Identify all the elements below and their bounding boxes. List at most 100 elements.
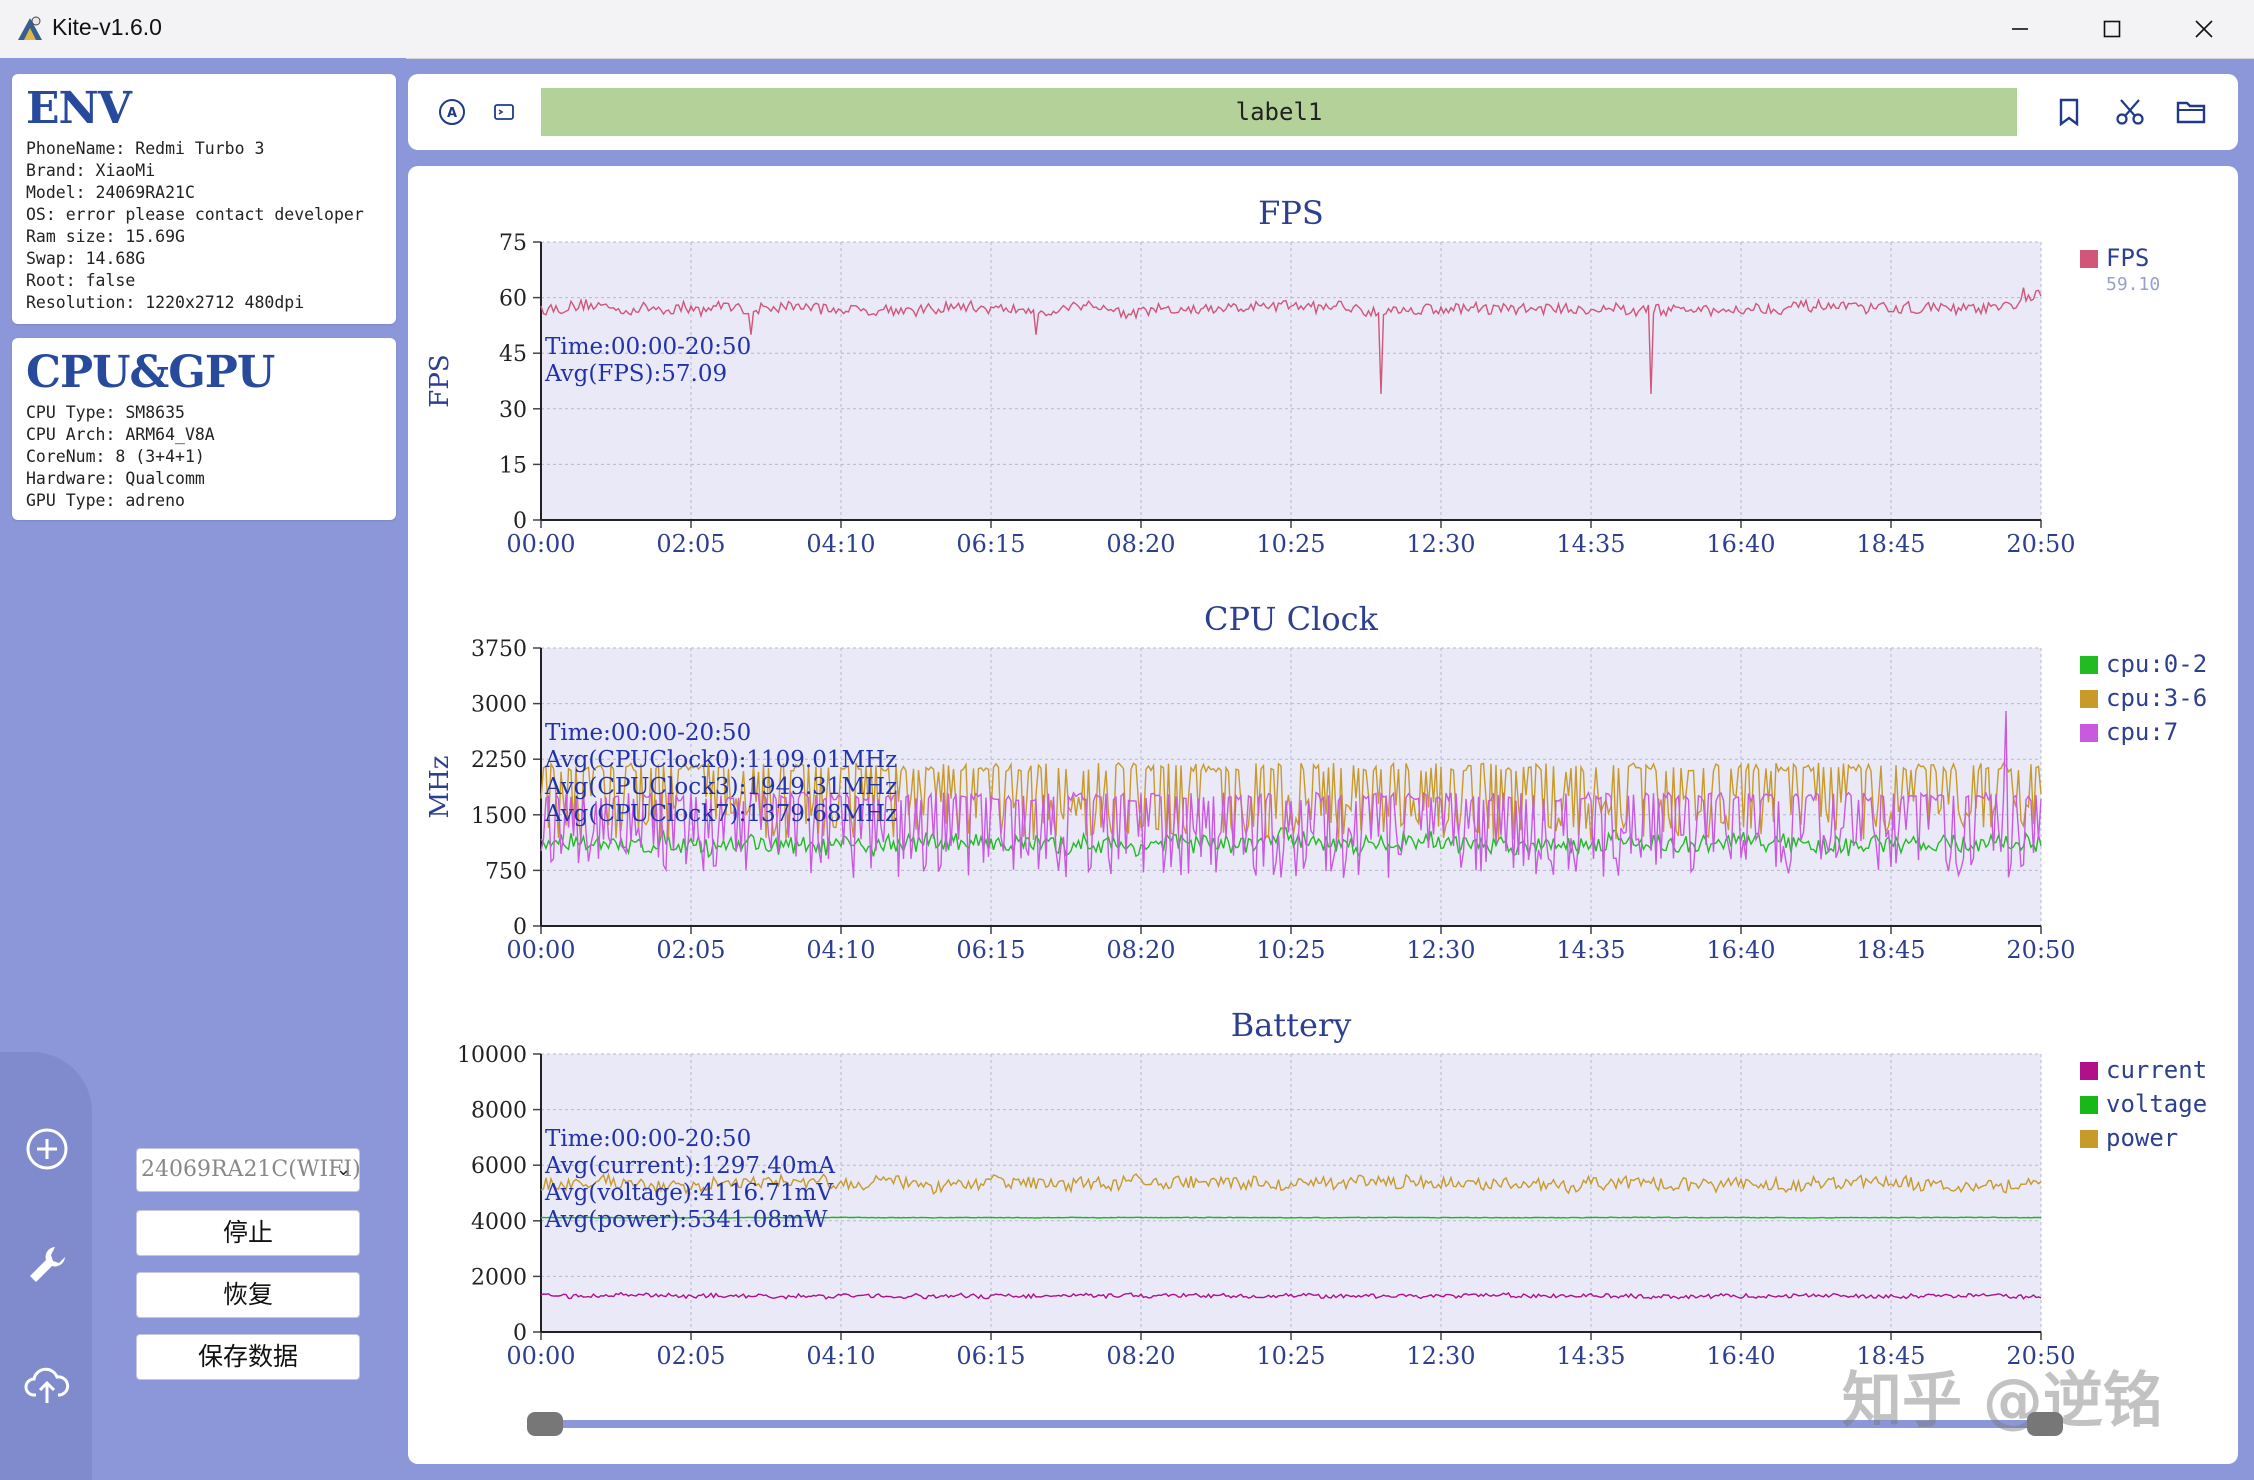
folder-icon [2176, 101, 2206, 124]
legend-label: power [2106, 1124, 2178, 1152]
upload-cloud-icon [24, 1367, 70, 1403]
chart-annotation: Time:00:00-20:50 [545, 1126, 751, 1152]
close-button[interactable] [2158, 0, 2250, 58]
series-line-FPS [540, 287, 2042, 395]
left-rail [0, 1052, 92, 1480]
terminal-button[interactable] [484, 92, 524, 132]
y-tick-label: 1500 [471, 804, 527, 829]
x-tick-label: 14:35 [1556, 936, 1625, 964]
x-tick-label: 00:00 [506, 936, 575, 964]
x-tick-label: 06:15 [956, 1342, 1025, 1370]
legend-label: cpu:7 [2106, 718, 2178, 746]
settings-button[interactable] [22, 1240, 72, 1290]
x-tick-label: 04:10 [806, 530, 875, 558]
chart-0: FPS 0 15 30 45 60 75 00:00 02:05 04:10 06:15 08:20 1… [425, 194, 2160, 558]
legend-label: current [2106, 1056, 2207, 1084]
add-icon [26, 1128, 68, 1170]
chart-annotation: Avg(power):5341.08mW [544, 1207, 828, 1233]
env-resolution: Resolution: 1220x2712 480dpi [26, 293, 305, 312]
y-axis-label: FPS [425, 354, 455, 407]
env-phone-name: PhoneName: Redmi Turbo 3 [26, 139, 265, 158]
x-tick-label: 04:10 [806, 936, 875, 964]
y-tick-label: 3000 [471, 693, 527, 718]
legend-label: voltage [2106, 1090, 2207, 1118]
watermark: 知乎 @逆铭 [1842, 1366, 2163, 1436]
x-tick-label: 20:50 [2006, 1342, 2075, 1370]
resume-button[interactable]: 恢复 [136, 1272, 360, 1318]
cpu-type: CPU Type: SM8635 [26, 403, 185, 422]
chart-title: Battery [1231, 1006, 1352, 1044]
label-field[interactable]: label1 [541, 88, 2017, 136]
title-bar: Kite-v1.6.0 [0, 0, 2254, 59]
legend-label: cpu:0-2 [2106, 650, 2207, 678]
maximize-button[interactable] [2066, 0, 2158, 58]
open-folder-button[interactable] [2171, 92, 2211, 132]
x-tick-label: 16:40 [1706, 1342, 1775, 1370]
chart-annotation: Avg(FPS):57.09 [544, 361, 727, 387]
env-ram: Ram size: 15.69G [26, 227, 185, 246]
chart-title: FPS [1258, 194, 1324, 232]
series-line-cpu-3-6 [540, 761, 2042, 841]
y-tick-label: 10000 [457, 1043, 527, 1068]
x-tick-label: 16:40 [1706, 936, 1775, 964]
legend-swatch [2080, 1130, 2098, 1148]
chart-panel: FPS 0 15 30 45 60 75 00:00 02:05 04:10 06:15 08:20 1… [408, 166, 2238, 1464]
legend-swatch [2080, 656, 2098, 674]
chart-annotation: Time:00:00-20:50 [545, 720, 751, 746]
upload-button[interactable] [22, 1358, 72, 1408]
env-root: Root: false [26, 271, 136, 290]
stop-button[interactable]: 停止 [136, 1210, 360, 1256]
charts-svg: FPS 0 15 30 45 60 75 00:00 02:05 04:10 06:15 08:20 1… [425, 194, 2207, 1436]
y-tick-label: 60 [499, 287, 527, 312]
add-button[interactable] [22, 1124, 72, 1174]
window-title: Kite-v1.6.0 [52, 14, 162, 40]
x-tick-label: 06:15 [956, 936, 1025, 964]
sidebar: ENV PhoneName: Redmi Turbo 3 Brand: Xiao… [0, 58, 406, 1480]
auto-button[interactable]: A [432, 92, 472, 132]
bookmark-button[interactable] [2049, 92, 2089, 132]
chart-annotation: Avg(voltage):4116.71mV [544, 1180, 833, 1206]
x-tick-label: 00:00 [506, 1342, 575, 1370]
close-icon [2195, 20, 2213, 38]
legend-swatch [2080, 1096, 2098, 1114]
x-tick-label: 08:20 [1106, 1342, 1175, 1370]
auto-icon: A [439, 99, 465, 125]
env-brand: Brand: XiaoMi [26, 161, 156, 180]
env-card-title: ENV [26, 83, 132, 134]
x-tick-label: 12:30 [1406, 936, 1475, 964]
x-tick-label: 06:15 [956, 530, 1025, 558]
series-line-voltage [540, 1216, 2042, 1219]
x-tick-label: 10:25 [1256, 1342, 1325, 1370]
series-line-cpu-7 [540, 710, 2042, 878]
env-os: OS: error please contact developer [26, 205, 364, 224]
maximize-icon [2103, 20, 2121, 38]
chart-annotation: Avg(current):1297.40mA [544, 1153, 835, 1179]
chart-1: CPU Clock 0 750 1500 2250 3000 3750 00:00 02:05 0… [425, 600, 2207, 964]
x-tick-label: 12:30 [1406, 530, 1475, 558]
legend-swatch [2080, 1062, 2098, 1080]
chart-annotation: Avg(CPUClock3):1949.31MHz [544, 774, 897, 800]
device-select[interactable]: 24069RA21C(WIFI) ⌄ [136, 1148, 360, 1192]
range-slider-left-handle[interactable] [527, 1412, 563, 1436]
range-slider-right-handle[interactable] [2027, 1412, 2063, 1436]
chevron-down-icon: ⌄ [335, 1159, 351, 1180]
minimize-icon [2012, 28, 2028, 30]
wrench-icon [30, 1247, 65, 1282]
save-data-button[interactable]: 保存数据 [136, 1334, 360, 1380]
y-tick-label: 2000 [471, 1265, 527, 1290]
scissors-icon [2116, 99, 2144, 125]
y-tick-label: 0 [513, 1321, 527, 1346]
device-select-value: 24069RA21C(WIFI) [141, 1157, 360, 1182]
x-tick-label: 18:45 [1856, 936, 1925, 964]
cut-button[interactable] [2110, 92, 2150, 132]
x-tick-label: 16:40 [1706, 530, 1775, 558]
x-tick-label: 04:10 [806, 1342, 875, 1370]
bookmark-icon [2059, 98, 2079, 127]
gpu-type: GPU Type: adreno [26, 491, 185, 510]
y-tick-label: 45 [499, 342, 527, 367]
svg-text:A: A [447, 106, 457, 121]
core-num: CoreNum: 8 (3+4+1) [26, 447, 205, 466]
minimize-button[interactable] [1974, 0, 2066, 58]
y-tick-label: 8000 [471, 1099, 527, 1124]
x-tick-label: 02:05 [656, 530, 725, 558]
